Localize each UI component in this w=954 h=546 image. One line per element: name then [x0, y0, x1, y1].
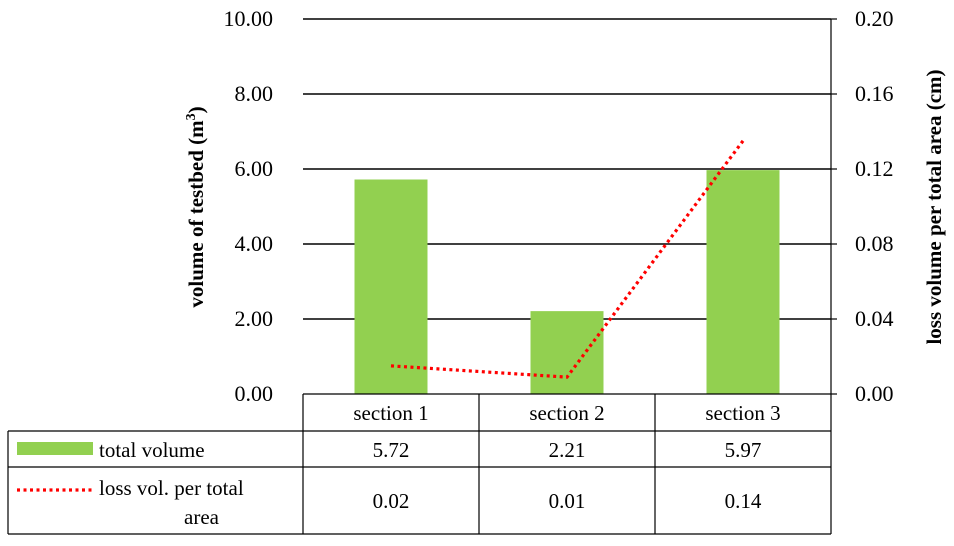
bar — [706, 170, 780, 394]
y-left-tick-label: 10.00 — [224, 6, 274, 31]
data-label: 0.02 — [373, 489, 410, 513]
legend-label-loss-volume: loss vol. per total area — [99, 476, 244, 529]
y-left-tick-label: 6.00 — [235, 156, 274, 181]
data-table: section 1 section 2 section 3 5.72 2.21 5.97 0… — [7, 393, 832, 535]
y-right-tick-label: 0.04 — [855, 306, 894, 331]
data-label: 0.01 — [549, 489, 586, 513]
bar — [354, 179, 428, 394]
y-right-tick-label: 0.00 — [855, 381, 894, 406]
bar — [530, 311, 604, 394]
y-right-tick-label: 0.20 — [855, 6, 894, 31]
y-right-tick-label: 0.16 — [855, 81, 894, 106]
y-left-tick-label: 8.00 — [235, 81, 274, 106]
line-series-path — [390, 139, 745, 379]
y-left-tick-label: 2.00 — [235, 306, 274, 331]
y-right-tick-label: 0.12 — [855, 156, 894, 181]
data-label: 2.21 — [549, 438, 586, 462]
bars-total-volume — [354, 170, 780, 394]
category-label: section 1 — [353, 401, 428, 425]
category-label: section 2 — [529, 401, 604, 425]
legend-label-total-volume: total volume — [99, 438, 205, 462]
data-label: 5.97 — [725, 438, 762, 462]
y-left-tick-label: 0.00 — [235, 381, 274, 406]
y-left-tick-label: 4.00 — [235, 231, 274, 256]
y-right-tick-label: 0.08 — [855, 231, 894, 256]
data-label: 5.72 — [373, 438, 410, 462]
y-right-axis-title: loss volume per total area (cm) — [922, 69, 946, 344]
category-label: section 3 — [705, 401, 780, 425]
axes: 0.00 0.00 2.00 0.04 4.00 0.08 6.00 0.12 8.00 0.16… — [224, 6, 894, 406]
legend-key-total-volume — [17, 442, 93, 455]
line-loss-volume — [390, 139, 745, 379]
y-left-axis-title: volume of testbed (m3) — [184, 106, 208, 307]
data-label: 0.14 — [725, 489, 762, 513]
